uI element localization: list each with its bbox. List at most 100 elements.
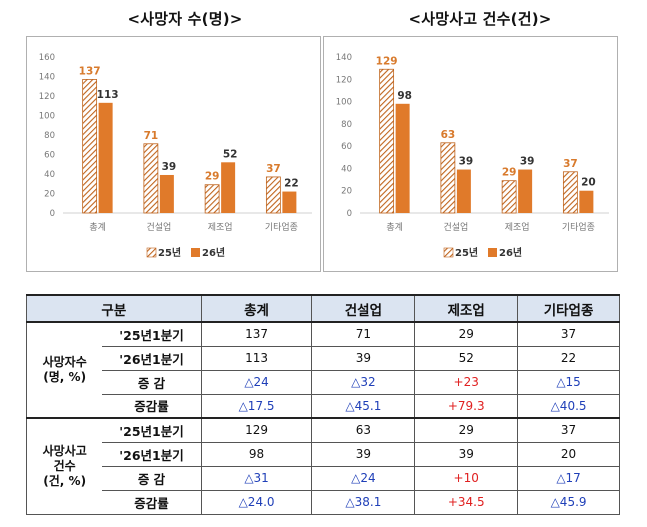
y-tick-label: 80 [44, 131, 55, 141]
table-cell: 63 [311, 417, 416, 443]
header-category: 구분 [26, 294, 202, 323]
category-label: 기타업종 [265, 222, 298, 233]
table-cell: △40.5 [517, 393, 620, 419]
group-label-line: 사망자수 [42, 355, 87, 369]
table-header-row: 구분 총계 건설업 제조업 기타업종 [26, 294, 620, 323]
y-tick-label: 120 [39, 92, 55, 102]
legend-swatch-25 [443, 247, 454, 258]
group-label: 사망자수 (명, %) [26, 321, 103, 419]
chart-title-deaths: <사망자 수(명)> [127, 10, 243, 28]
header-total: 총계 [200, 294, 313, 323]
row-label: '25년1분기 [102, 417, 202, 443]
bar-26-0 [98, 102, 113, 213]
header-manufacturing: 제조업 [414, 294, 519, 323]
table-row: '26년1분기 98 39 39 20 [27, 441, 620, 467]
bar-25-2 [204, 184, 220, 214]
y-tick-label: 0 [50, 209, 55, 219]
data-label-26: 98 [397, 90, 412, 102]
table-cell: +79.3 [414, 393, 519, 419]
group-label-line: 건수 [53, 458, 76, 473]
header-other: 기타업종 [517, 294, 620, 323]
data-label-25: 63 [441, 129, 456, 141]
data-label-26: 20 [581, 177, 596, 189]
table-cell: △24 [200, 369, 313, 395]
group-label-line: (건, %) [43, 473, 87, 488]
y-tick-label: 100 [39, 112, 55, 122]
y-tick-label: 140 [39, 73, 55, 83]
row-label: 증 감 [102, 465, 202, 491]
y-tick-label: 100 [336, 98, 352, 108]
group-label-line: 사망사고 [42, 443, 87, 458]
bar-26-2 [221, 162, 236, 213]
data-label-26: 22 [284, 178, 299, 190]
table-cell: 98 [200, 441, 313, 467]
table-cell: 37 [517, 321, 620, 347]
table-row: 증 감 △24 △32 +23 △15 [27, 369, 620, 395]
chart-title-accidents: <사망사고 건수(건)> [408, 10, 552, 28]
bar-26-1 [456, 169, 471, 213]
bar-25-0 [379, 68, 395, 214]
table-cell: 39 [311, 441, 416, 467]
table-cell: △17.5 [200, 393, 313, 419]
data-label-25: 29 [502, 167, 517, 179]
bar-26-0 [395, 103, 410, 213]
data-label-25: 129 [376, 55, 398, 67]
table-cell: 137 [200, 321, 313, 347]
category-label: 건설업 [443, 222, 468, 233]
bar-26-3 [282, 191, 297, 213]
table-cell: 29 [414, 321, 519, 347]
bar-26-3 [579, 190, 594, 213]
table-cell: △45.1 [311, 393, 416, 419]
table-cell: +34.5 [414, 489, 519, 515]
category-label: 기타업종 [562, 222, 595, 233]
table-row: 사망사고 건수 (건, %) '25년1분기 129 63 29 37 [26, 417, 620, 515]
legend-label-26: 26년 [499, 246, 522, 259]
table-cell: 113 [200, 345, 313, 371]
table-cell: △38.1 [311, 489, 416, 515]
data-label-26: 39 [162, 161, 177, 173]
data-label-25: 137 [79, 65, 101, 77]
table-row: '26년1분기 113 39 52 22 [27, 345, 620, 371]
category-label: 제조업 [208, 222, 233, 233]
bar-25-3 [562, 171, 578, 214]
group-label: 사망사고 건수 (건, %) [26, 417, 103, 515]
table-cell: 39 [311, 345, 416, 371]
row-label: '25년1분기 [102, 321, 202, 347]
legend-label-25: 25년 [455, 246, 478, 259]
bar-25-2 [501, 180, 517, 214]
category-label: 총계 [89, 221, 106, 233]
table-cell: 71 [311, 321, 416, 347]
table-cell: △24.0 [200, 489, 313, 515]
table-cell: △31 [200, 465, 313, 491]
y-tick-label: 20 [44, 190, 55, 200]
header-construction: 건설업 [311, 294, 416, 323]
table-cell: 129 [200, 417, 313, 443]
y-tick-label: 40 [341, 164, 352, 174]
y-tick-label: 40 [44, 170, 55, 180]
table-row: 사망자수 (명, %) '25년1분기 137 71 29 37 [26, 321, 620, 419]
table-cell: △17 [517, 465, 620, 491]
group-label-line: (명, %) [43, 370, 87, 384]
data-label-26: 39 [520, 156, 535, 168]
y-tick-label: 160 [39, 53, 55, 63]
accidents-chart-frame: 0 20 40 60 80 100 120 140 129 98 총계 63 39 건설업 29 39 제조업 3… [323, 36, 618, 272]
legend-swatch-25 [146, 247, 157, 258]
bar-25-0 [82, 79, 98, 214]
table-cell: +10 [414, 465, 519, 491]
bar-25-1 [440, 142, 456, 214]
deaths-bar-chart: 0 20 40 60 80 100 120 140 160 137 113 총계 71 39 건설업 2952… [39, 53, 312, 259]
statistics-table: 구분 총계 건설업 제조업 기타업종 사망자수 (명, %) '25년1분기 137 7… [26, 294, 620, 515]
y-tick-label: 60 [44, 151, 55, 161]
table-cell: 37 [517, 417, 620, 443]
table-row: 증감률 △17.5 △45.1 +79.3 △40.5 [27, 393, 620, 419]
table-cell: △45.9 [517, 489, 620, 515]
y-tick-label: 60 [341, 142, 352, 152]
bar-25-3 [265, 176, 281, 214]
table-cell: 22 [517, 345, 620, 371]
y-tick-label: 80 [341, 120, 352, 130]
bar-26-1 [159, 174, 174, 213]
data-label-25: 37 [563, 158, 578, 170]
y-tick-label: 0 [347, 209, 352, 219]
table-cell: +23 [414, 369, 519, 395]
table-cell: 39 [414, 441, 519, 467]
